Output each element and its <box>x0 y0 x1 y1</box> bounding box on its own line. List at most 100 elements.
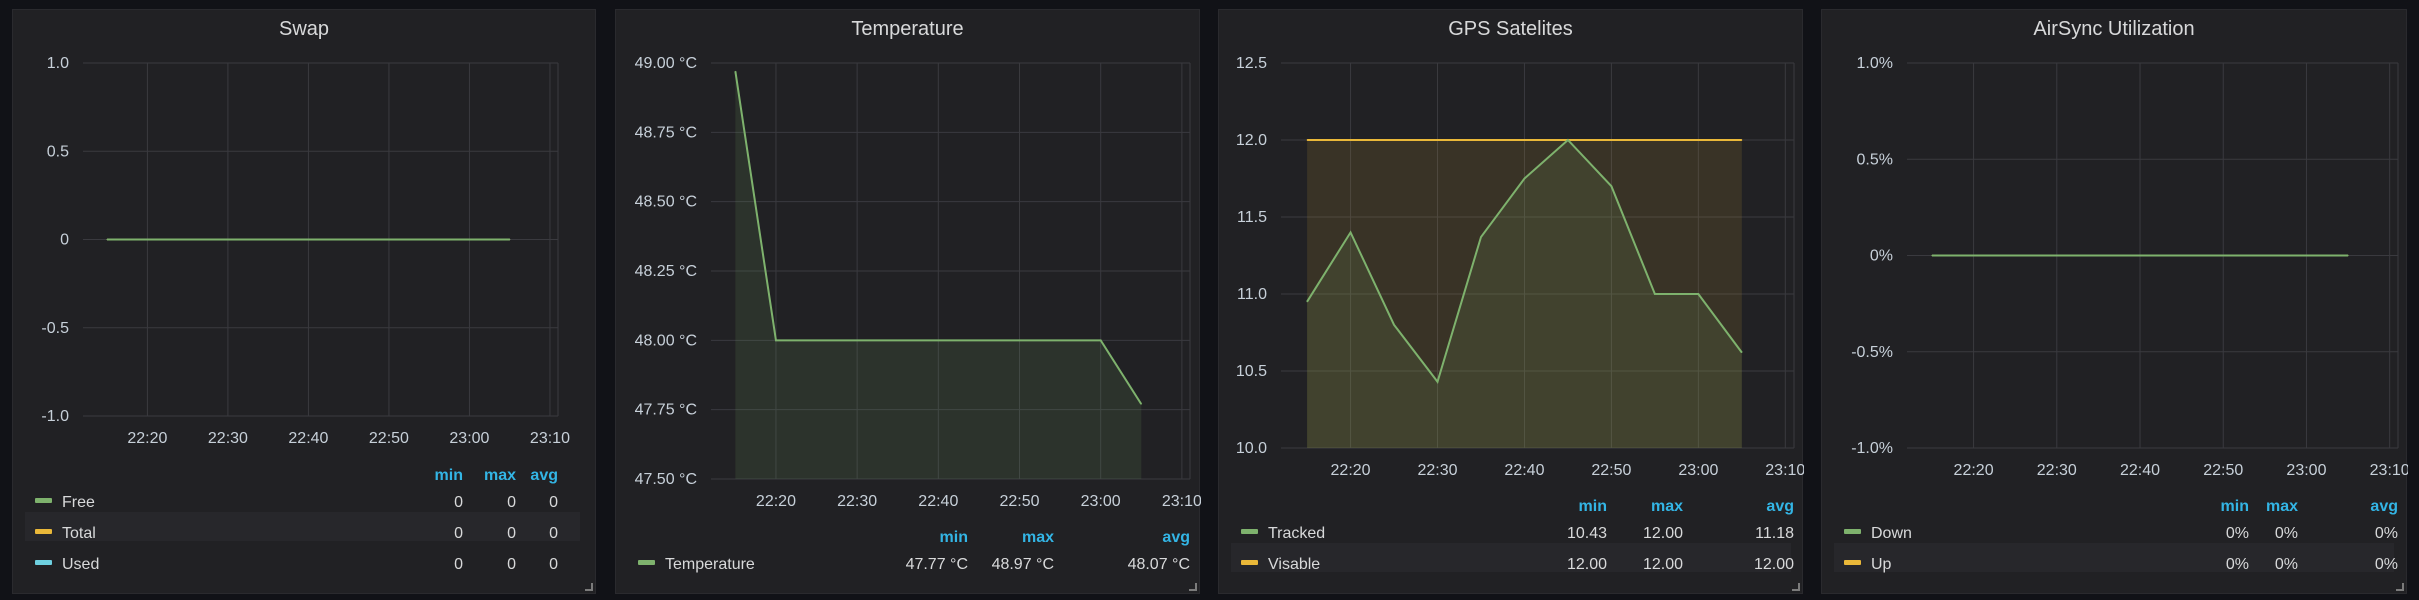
y-tick-label: 10.0 <box>1236 440 1267 457</box>
y-tick-label: 48.00 °C <box>635 332 697 349</box>
series-area-temperature <box>735 71 1142 479</box>
data-point-tracked <box>1654 293 1656 295</box>
legend-value-min: 0 <box>454 556 463 573</box>
legend-header-min[interactable]: min <box>435 467 463 484</box>
x-tick-label: 23:10 <box>530 430 570 447</box>
legend-series-name[interactable]: Free <box>62 494 95 511</box>
legend-header-max[interactable]: max <box>484 467 516 484</box>
legend-value-min: 0 <box>454 525 463 542</box>
x-tick-label: 22:30 <box>1417 462 1457 479</box>
legend-value-avg: 48.07 °C <box>1128 556 1190 573</box>
data-point-down <box>2347 255 2349 256</box>
x-tick-label: 22:40 <box>918 493 958 510</box>
data-point-tracked <box>1393 324 1395 326</box>
y-tick-label: 12.5 <box>1236 55 1267 72</box>
legend-value-avg: 0% <box>2375 525 2398 542</box>
y-tick-label: 0% <box>1870 248 1893 265</box>
legend-value-max: 0 <box>507 525 516 542</box>
airsync-utilization-chart: 1.0% 0.5% 0% -0.5% -1.0% 22:20 22:30 22:40 22:50… <box>1834 55 2408 573</box>
legend-value-avg: 0 <box>549 556 558 573</box>
legend-header-avg[interactable]: avg <box>2370 498 2398 515</box>
data-point-visable <box>1306 139 1308 141</box>
x-tick-label: 23:10 <box>1765 462 1804 479</box>
data-point-tracked <box>1437 381 1439 383</box>
legend-value-avg: 0 <box>549 525 558 542</box>
data-point-visable <box>1393 139 1395 141</box>
legend-value-min: 10.43 <box>1567 525 1607 542</box>
legend-swatch-icon[interactable] <box>35 529 52 534</box>
legend-series-name[interactable]: Visable <box>1268 556 1320 573</box>
resize-handle-icon[interactable] <box>1189 583 1197 591</box>
legend-row-background <box>25 512 580 541</box>
legend-value-min: 0 <box>454 494 463 511</box>
data-point-tracked <box>1306 301 1308 303</box>
legend-series-name[interactable]: Total <box>62 525 96 542</box>
swap-chart: 1.0 0.5 0 -0.5 -1.0 22:20 22:30 22:40 22:50 23:00… <box>25 55 580 573</box>
panel-title[interactable]: Temperature <box>851 18 964 40</box>
legend-value-max: 0 <box>507 556 516 573</box>
legend-header-avg[interactable]: avg <box>1766 498 1794 515</box>
data-point-visable <box>1480 139 1482 141</box>
y-tick-label: 48.50 °C <box>635 194 697 211</box>
legend-value-max: 48.97 °C <box>992 556 1054 573</box>
legend-swatch-icon[interactable] <box>1844 560 1861 565</box>
x-tick-label: 22:30 <box>837 493 877 510</box>
legend-swatch-icon[interactable] <box>1844 529 1861 534</box>
y-tick-label: 0 <box>60 232 69 249</box>
panel-gps-satelites: GPS Satelites 12.5 12.0 11.5 11.0 10.5 10.0 22… <box>1218 9 1804 594</box>
y-tick-label: -0.5 <box>41 320 69 337</box>
legend-swatch-icon[interactable] <box>35 560 52 565</box>
y-tick-label: 47.75 °C <box>635 402 697 419</box>
legend-swatch-icon[interactable] <box>35 498 52 503</box>
data-point-visable <box>1437 139 1439 141</box>
panel-title[interactable]: AirSync Utilization <box>2033 18 2195 40</box>
legend-header-max[interactable]: max <box>2266 498 2298 515</box>
legend-header-min[interactable]: min <box>2221 498 2249 515</box>
y-tick-label: 48.75 °C <box>635 124 697 141</box>
data-point-visable <box>1697 139 1699 141</box>
x-tick-label: 22:20 <box>756 493 796 510</box>
data-point-visable <box>1654 139 1656 141</box>
legend-row-background <box>1231 543 1791 572</box>
data-point-tracked <box>1697 293 1699 295</box>
y-tick-label: 48.25 °C <box>635 263 697 280</box>
legend-series-name[interactable]: Temperature <box>665 556 755 573</box>
panel-title[interactable]: Swap <box>278 18 330 40</box>
y-tick-label: 11.5 <box>1237 209 1267 226</box>
legend-series-name[interactable]: Down <box>1871 525 1912 542</box>
data-point-visable <box>1350 139 1352 141</box>
legend-swatch-icon[interactable] <box>638 560 655 565</box>
resize-handle-icon[interactable] <box>1792 583 1800 591</box>
x-tick-label: 22:50 <box>2203 462 2243 479</box>
data-point-free <box>106 239 108 240</box>
y-tick-label: -0.5% <box>1851 344 1893 361</box>
data-point-temperature <box>734 70 736 72</box>
legend-value-avg: 12.00 <box>1754 556 1794 573</box>
panel-swap: Swap 1.0 0.5 0 -0.5 -1.0 22:20 22:30 22:40 22:50… <box>12 9 596 594</box>
resize-handle-icon[interactable] <box>2396 583 2404 591</box>
legend-header-min[interactable]: min <box>940 529 968 546</box>
legend-swatch-icon[interactable] <box>1241 560 1258 565</box>
legend-value-avg: 0 <box>549 494 558 511</box>
legend-header-max[interactable]: max <box>1022 529 1054 546</box>
legend-value-max: 12.00 <box>1643 556 1683 573</box>
legend-header-avg[interactable]: avg <box>1162 529 1190 546</box>
legend-value-min: 0% <box>2226 556 2249 573</box>
legend-header-min[interactable]: min <box>1579 498 1607 515</box>
legend-series-name[interactable]: Up <box>1871 556 1892 573</box>
legend-swatch-icon[interactable] <box>1241 529 1258 534</box>
x-tick-label: 23:00 <box>1081 493 1121 510</box>
panel-title[interactable]: GPS Satelites <box>1448 18 1573 40</box>
legend-value-avg: 11.18 <box>1755 525 1794 542</box>
legend-series-name[interactable]: Used <box>62 556 99 573</box>
legend-header-max[interactable]: max <box>1651 498 1683 515</box>
series-area-visable <box>1307 140 1742 448</box>
legend-series-name[interactable]: Tracked <box>1268 525 1325 542</box>
y-tick-label: 10.5 <box>1236 363 1267 380</box>
panel-airsync-utilization: AirSync Utilization 1.0% 0.5% 0% -0.5% -1.0%… <box>1821 9 2408 594</box>
x-tick-label: 22:50 <box>369 430 409 447</box>
y-tick-label: 0.5% <box>1857 151 1893 168</box>
y-tick-label: 49.00 °C <box>635 55 697 72</box>
legend-header-avg[interactable]: avg <box>530 467 558 484</box>
resize-handle-icon[interactable] <box>585 583 593 591</box>
